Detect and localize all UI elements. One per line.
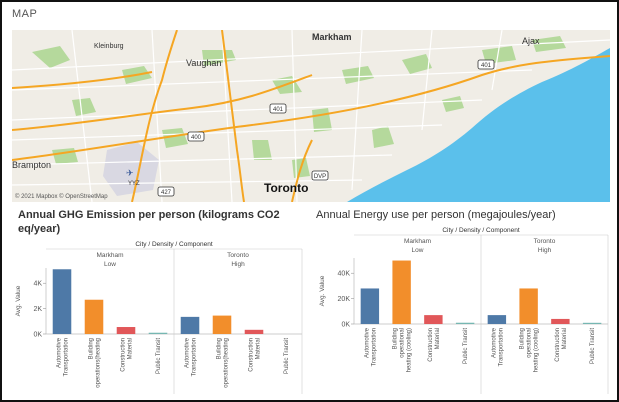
highway-shield-label: DVP	[314, 174, 326, 180]
highway-shield	[311, 170, 329, 181]
place-label: Ajax	[522, 36, 540, 46]
highway-shield	[187, 131, 205, 142]
group-city-label: Markham	[96, 252, 123, 259]
category-label: Buildingoperations(heating	[217, 338, 230, 388]
group-density-label: High	[538, 247, 552, 254]
bar	[487, 315, 507, 324]
category-label: Buildingoperationalheating (cooling)	[520, 328, 540, 372]
highway-shield	[477, 59, 495, 70]
bar	[392, 260, 411, 324]
group-density-label: High	[231, 261, 245, 268]
y-tick-label: 20K	[338, 296, 351, 303]
chart-header: City / Density / Component	[442, 227, 520, 234]
map-view[interactable]: 401 400 401 427 DVP ✈ Markham Ajax Klein…	[12, 30, 610, 202]
place-label: Toronto	[264, 181, 308, 195]
ghg-chart-title: Annual GHG Emission per person (kilogram…	[18, 209, 280, 235]
category-label: Public Transit	[590, 328, 596, 364]
y-tick-label: 0K	[341, 322, 350, 329]
category-label: AutomotiveTransportation	[185, 337, 198, 376]
bar	[360, 288, 380, 324]
map-attribution: © 2021 Mapbox © OpenStreetMap	[15, 193, 108, 200]
category-label: AutomotiveTransportation	[57, 337, 70, 376]
bar	[116, 327, 136, 334]
bar	[52, 269, 72, 334]
bar	[519, 288, 538, 324]
group-city-label: Toronto	[227, 252, 249, 259]
y-tick-label: 2K	[33, 306, 42, 313]
place-label: Markham	[312, 32, 352, 42]
highway-shield-label: 427	[161, 190, 172, 196]
place-label: Kleinburg	[94, 43, 124, 50]
bar	[84, 299, 104, 334]
energy-chart[interactable]: City / Density / Component Markham Low Toro…	[312, 224, 612, 396]
category-label: Buildingoperationalheating (cooling)	[393, 328, 413, 372]
bar	[424, 315, 443, 324]
place-label: Brampton	[12, 160, 51, 170]
highway-shield	[269, 103, 287, 114]
category-label: Public Transit	[156, 338, 162, 374]
bar	[212, 315, 232, 334]
bar	[551, 318, 570, 324]
category-label: ConstructionMaterial	[428, 328, 441, 362]
chart-header: City / Density / Component	[135, 241, 213, 248]
group-city-label: Toronto	[534, 238, 556, 245]
category-label: Buildingoperations(heating	[89, 338, 102, 388]
category-label: AutomotiveTransportation	[364, 327, 377, 366]
highway-shield-label: 401	[481, 63, 492, 69]
y-tick-label: 4K	[33, 281, 42, 288]
category-label: ConstructionMaterial	[249, 338, 262, 372]
highway-shields: 401 400 401 427 DVP	[157, 59, 495, 197]
bar	[455, 322, 475, 324]
highway-shield-label: 400	[191, 135, 202, 141]
bar	[148, 332, 168, 334]
category-label: Public Transit	[284, 338, 290, 374]
highways	[12, 30, 610, 202]
highway-shield	[157, 186, 175, 197]
highway-shield-label: 401	[273, 107, 284, 113]
category-label: ConstructionMaterial	[121, 338, 134, 372]
energy-chart-title: Annual Energy use per person (megajoules…	[316, 209, 556, 221]
y-axis-label: Avg. Value	[15, 285, 22, 316]
y-tick-label: 0K	[33, 332, 42, 339]
category-label: Public Transit	[463, 328, 469, 364]
map-section-label: MAP	[12, 8, 38, 20]
ghg-chart[interactable]: City / Density / Component Markham Low Toro…	[10, 238, 306, 396]
minor-roads	[12, 30, 610, 202]
place-label: Vaughan	[186, 58, 221, 68]
bar	[180, 316, 200, 334]
group-density-label: Low	[104, 261, 116, 268]
category-label: ConstructionMaterial	[555, 328, 568, 362]
category-label: AutomotiveTransportation	[491, 327, 504, 366]
y-axis-label: Avg. Value	[319, 275, 326, 306]
lake-water	[347, 30, 610, 202]
airport-icon: ✈	[126, 168, 134, 178]
y-tick-label: 40K	[338, 271, 351, 278]
place-label: YYZ	[128, 181, 140, 187]
place-labels: Markham Ajax Kleinburg Vaughan Brampton …	[12, 32, 540, 195]
bar	[244, 329, 264, 334]
bar	[582, 322, 602, 324]
group-density-label: Low	[412, 247, 424, 254]
group-city-label: Markham	[404, 238, 431, 245]
